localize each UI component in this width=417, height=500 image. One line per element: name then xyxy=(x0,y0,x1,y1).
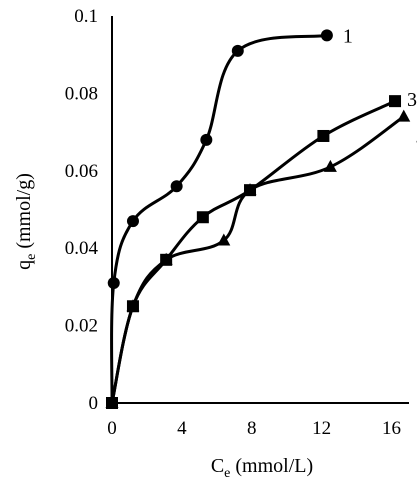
x-axis-title-subscript: e xyxy=(224,466,230,481)
series-3-point xyxy=(389,95,402,108)
series-1-point xyxy=(231,44,244,57)
series-2-point xyxy=(397,109,411,122)
series-3-point xyxy=(126,300,139,313)
x-tick-label: 0 xyxy=(107,418,117,439)
y-tick-label: 0.06 xyxy=(65,161,98,182)
series-3-label: 3 xyxy=(407,89,417,111)
series-1-point xyxy=(170,180,183,193)
y-tick-label: 0.04 xyxy=(65,238,99,259)
axes xyxy=(111,16,409,404)
series-3-point xyxy=(160,253,173,266)
series-3-point xyxy=(244,184,257,197)
y-tick-label: 0.02 xyxy=(65,316,98,337)
x-axis-title-main: C xyxy=(211,455,224,477)
series-2-label: 2 xyxy=(416,126,417,148)
tick-labels: 0 0.02 0.04 0.06 0.08 0.1 0 4 8 12 16 xyxy=(65,6,401,439)
series-3-line xyxy=(110,99,396,404)
series-1-point xyxy=(320,29,333,42)
series-1-point xyxy=(107,277,120,290)
series-3-point xyxy=(106,397,118,409)
x-tick-label: 16 xyxy=(382,418,401,439)
series-1-point xyxy=(126,215,139,228)
series-2: 2 xyxy=(105,109,417,408)
y-axis-title-main: q xyxy=(13,260,35,270)
series-2-line xyxy=(110,115,405,404)
series-1: 1 xyxy=(106,25,353,409)
x-tick-label: 8 xyxy=(247,418,257,439)
series-3-point xyxy=(317,129,330,142)
series-1-line xyxy=(110,33,328,404)
x-axis-title-unit: (mmol/L) xyxy=(230,455,313,477)
x-axis-title: Ce (mmol/L) xyxy=(211,455,313,481)
series-group: 1 2 3 xyxy=(105,25,417,409)
y-axis-title: qe (mmol/g) xyxy=(13,173,39,270)
y-tick-label: 0 xyxy=(89,393,99,414)
y-axis-title-unit: (mmol/g) xyxy=(13,173,35,254)
y-axis-title-subscript: e xyxy=(24,254,39,260)
series-1-point xyxy=(200,133,213,146)
series-2-point xyxy=(323,159,337,172)
x-tick-label: 12 xyxy=(312,418,331,439)
series-3: 3 xyxy=(106,89,417,409)
series-3-point xyxy=(196,211,209,224)
x-tick-label: 4 xyxy=(177,418,187,439)
series-1-label: 1 xyxy=(343,25,353,47)
y-tick-label: 0.08 xyxy=(65,83,98,104)
y-tick-label: 0.1 xyxy=(74,6,98,27)
series-2-point xyxy=(217,233,231,246)
